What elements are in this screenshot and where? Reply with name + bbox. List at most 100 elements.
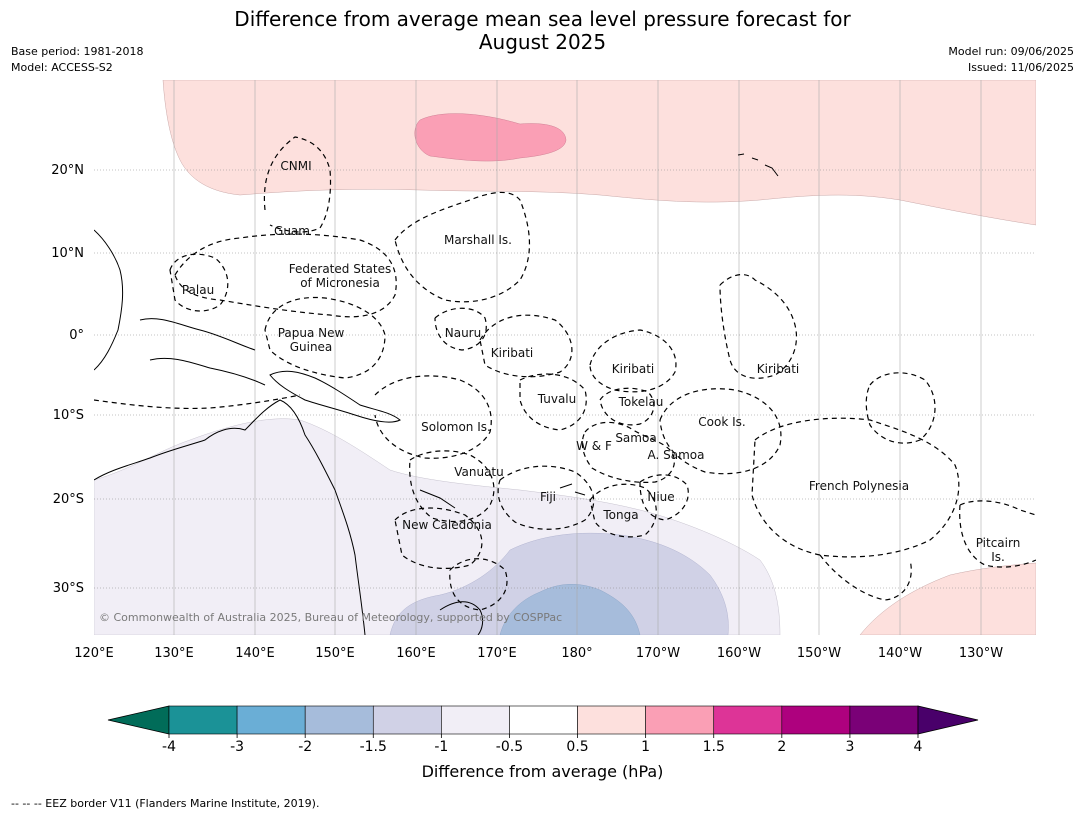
coastlines: [94, 153, 779, 635]
lon-tick-label: 140°E: [235, 646, 275, 661]
eez-kiribati-c: [589, 329, 677, 393]
eez-frpoly-south: [819, 554, 912, 601]
region-label-newcal: New Caledonia: [402, 518, 492, 532]
lon-tick-label: 150°W: [797, 646, 841, 661]
chart-title: Difference from average mean sea level p…: [0, 8, 1085, 54]
eez-solomon: [374, 375, 492, 459]
maritime-se-asia-coast: [94, 229, 124, 371]
eez-cnmi: [263, 136, 332, 233]
latitude-ticks: 20°N 10°N 0° 10°S 20°S 30°S: [51, 163, 84, 596]
eez-png: [264, 296, 386, 379]
eez-wf-samoa: [581, 421, 675, 483]
colorbar-tick-label: 0.5: [566, 739, 588, 755]
region-label-guam: Guam: [274, 224, 310, 238]
lon-tick-label: 130°W: [959, 646, 1003, 661]
region-labels: CNMI Guam Marshall Is. Federated States of M…: [182, 159, 1020, 564]
colorbar-tick-label: 2: [777, 739, 786, 755]
eez-marshall: [394, 191, 530, 303]
region-label-tuvalu: Tuvalu: [537, 392, 577, 406]
region-label-asamoa: A. Samoa: [648, 448, 705, 462]
eez-tuvalu: [519, 373, 587, 431]
png-coast: [269, 370, 401, 423]
region-label-cook: Cook Is.: [698, 415, 745, 429]
region-label-vanuatu: Vanuatu: [454, 465, 504, 479]
eez-fiji: [497, 465, 595, 530]
region-label-tonga: Tonga: [602, 508, 638, 522]
eez-tonga: [589, 483, 657, 538]
region-label-kiribati-e: Kiribati: [757, 362, 799, 376]
region-label-wf: W & F: [576, 439, 612, 453]
lat-tick-label: 30°S: [53, 581, 84, 596]
colorbar-bin: [713, 705, 783, 735]
lon-tick-label: 170°W: [636, 646, 680, 661]
colorbar-bin: [168, 705, 238, 735]
eez-french-polynesia: [751, 417, 960, 558]
lat-tick-label: 10°N: [51, 246, 84, 261]
eez-tokelau: [599, 387, 655, 426]
colorbar-bin: [509, 705, 578, 735]
region-label-pitcairn: Pitcairn Is.: [976, 536, 1021, 564]
colorbar-tick-label: 4: [914, 739, 923, 755]
colorbar-bin: [236, 705, 306, 735]
eez-footnote: -- -- -- EEZ border V11 (Flanders Marine…: [11, 797, 320, 810]
meta-right: Model run: 09/06/2025 Issued: 11/06/2025: [948, 44, 1074, 76]
region-label-png: Papua New Guinea: [278, 326, 345, 354]
lat-tick-label: 20°N: [51, 163, 84, 178]
colorbar-tick-label: 1.5: [703, 739, 725, 755]
lon-tick-label: 160°E: [396, 646, 436, 661]
new-caledonia-coast: [419, 489, 456, 509]
issued-date: Issued: 11/06/2025: [967, 61, 1074, 74]
region-label-fiji: Fiji: [540, 490, 556, 504]
region-label-solomon: Solomon Is.: [421, 420, 491, 434]
eez-nauru: [434, 307, 487, 351]
meta-left: Base period: 1981-2018 Model: ACCESS-S2: [11, 44, 143, 76]
lat-tick-label: 0°: [69, 328, 84, 343]
lon-tick-label: 150°E: [315, 646, 355, 661]
anomaly-neg-1.5-2: [499, 584, 641, 635]
lat-tick-label: 10°S: [53, 408, 84, 423]
title-line-1: Difference from average mean sea level p…: [234, 7, 851, 31]
eez-cook: [659, 388, 782, 475]
colorbar-bin: [781, 705, 851, 735]
hawaii-islands: [737, 153, 779, 177]
title-line-2: August 2025: [478, 30, 607, 54]
graticule: [94, 80, 1036, 635]
colorbar-tick-label: -3: [230, 739, 244, 755]
lat-tick-label: 20°S: [53, 492, 84, 507]
lon-tick-label: 130°E: [154, 646, 194, 661]
region-label-palau: Palau: [182, 283, 214, 297]
colorbar-under-arrow: [107, 705, 170, 735]
region-label-frpoly: French Polynesia: [809, 479, 909, 493]
colorbar-bin: [441, 705, 510, 735]
region-label-kiribati-w: Kiribati: [491, 346, 533, 360]
region-label-kiribati-c: Kiribati: [612, 362, 654, 376]
eez-pitcairn: [959, 500, 1036, 568]
colorbar-over-arrow: [917, 705, 979, 735]
colorbar-tick-label: -1: [434, 739, 448, 755]
colorbar-tick-label: -4: [162, 739, 176, 755]
longitude-ticks: 120°E 130°E 140°E 150°E 160°E 170°E 180° 170°W 1…: [74, 646, 1003, 661]
region-label-tokelau: Tokelau: [618, 395, 664, 409]
region-label-samoa: Samoa: [615, 431, 656, 445]
colorbar-label: Difference from average (hPa): [421, 762, 664, 781]
colorbar-tick-label: 1: [641, 739, 650, 755]
colorbar-bin: [304, 705, 374, 735]
new-zealand-coast: [439, 601, 484, 635]
colorbar-tick-label: 3: [845, 739, 854, 755]
eez-palau: [169, 253, 229, 312]
pressure-anomaly-map: CNMI Guam Marshall Is. Federated States of M…: [51, 80, 1036, 661]
region-label-marshall: Marshall Is.: [444, 233, 512, 247]
eez-kiribati-w: [479, 314, 573, 378]
colorbar-tick-label: -0.5: [496, 739, 523, 755]
region-label-nauru: Nauru: [445, 326, 481, 340]
lon-tick-label: 120°E: [74, 646, 114, 661]
region-label-fsm: Federated States of Micronesia: [289, 262, 391, 290]
colorbar-tick-label: -2: [298, 739, 312, 755]
eez-french-polynesia-east: [865, 372, 936, 444]
copyright-text: © Commonwealth of Australia 2025, Bureau…: [99, 611, 562, 624]
colorbar-bin: [645, 705, 715, 735]
region-label-niue: Niue: [647, 490, 674, 504]
anomaly-1-1.5-north: [414, 113, 567, 162]
australia-coast: [94, 399, 366, 635]
indonesia-islands: [139, 318, 266, 386]
